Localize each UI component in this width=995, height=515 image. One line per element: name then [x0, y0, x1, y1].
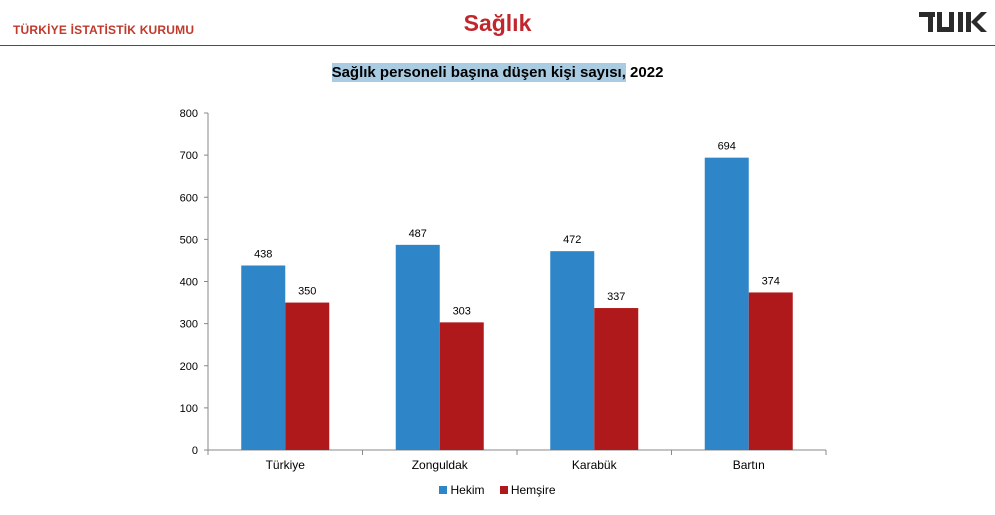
bar-hemsire [285, 302, 330, 450]
x-category-label: Zonguldak [412, 458, 469, 472]
data-label: 472 [563, 234, 581, 246]
bar-hemsire [748, 292, 793, 450]
bar-hekim [550, 251, 595, 450]
legend-label-hemsire: Hemşire [510, 483, 556, 497]
bar-hekim [395, 244, 440, 450]
data-label: 487 [409, 228, 427, 240]
legend-swatch-hekim [439, 486, 448, 494]
organization-name: TÜRKİYE İSTATİSTİK KURUMU [13, 23, 195, 37]
data-label: 337 [607, 291, 625, 303]
bar-hemsire [439, 322, 484, 450]
bar-hemsire [594, 308, 639, 450]
y-tick-label: 100 [180, 403, 198, 415]
legend-item-hekim: Hekim [439, 483, 485, 497]
header-divider [0, 45, 995, 46]
bar-hekim [704, 157, 749, 450]
chart-title: Sağlık personeli başına düşen kişi sayıs… [0, 63, 995, 82]
y-tick-label: 0 [192, 445, 198, 457]
legend-item-hemsire: Hemşire [499, 483, 556, 497]
data-label: 303 [453, 305, 471, 317]
section-title: Sağlık [463, 10, 532, 36]
x-category-label: Bartın [733, 458, 765, 472]
y-tick-label: 500 [180, 234, 198, 246]
y-tick-label: 300 [180, 319, 198, 331]
y-tick-label: 600 [180, 192, 198, 204]
y-tick-label: 800 [180, 108, 198, 120]
data-label: 438 [254, 248, 272, 260]
chart-legend: Hekim Hemşire [0, 483, 995, 497]
y-tick-label: 400 [180, 277, 198, 289]
tuik-logo-icon [919, 12, 987, 32]
y-tick-label: 200 [180, 361, 198, 373]
x-category-label: Karabük [572, 458, 618, 472]
data-label: 350 [298, 286, 316, 298]
x-category-label: Türkiye [266, 458, 306, 472]
data-label: 374 [762, 275, 780, 287]
chart-title-main: Sağlık personeli başına düşen kişi sayıs… [331, 63, 626, 82]
data-label: 694 [718, 141, 736, 153]
bar-hekim [241, 265, 286, 450]
legend-swatch-hemsire [499, 486, 508, 494]
chart-title-year: 2022 [625, 64, 664, 81]
legend-label-hekim: Hekim [450, 483, 485, 497]
y-tick-label: 700 [180, 150, 198, 162]
